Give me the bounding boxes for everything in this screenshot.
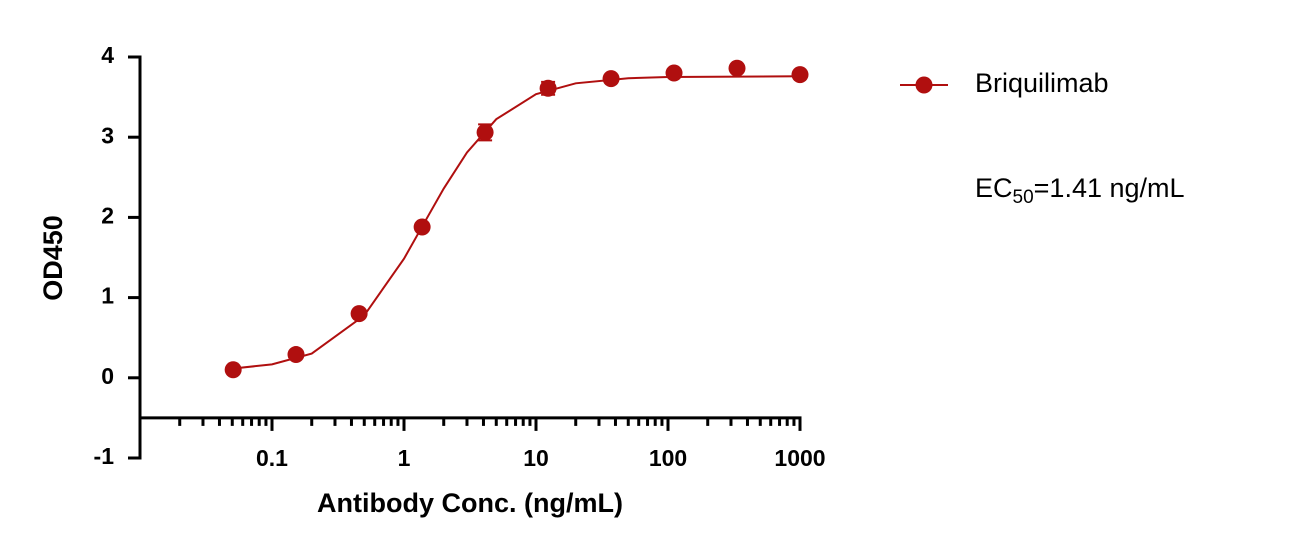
x-tick-label: 100 — [649, 445, 687, 471]
data-point — [539, 79, 557, 97]
x-tick-label: 0.1 — [256, 445, 288, 471]
annotation-subscript: 50 — [1013, 187, 1034, 208]
annotation-text: EC — [975, 173, 1013, 203]
y-tick-label: 3 — [101, 122, 114, 148]
y-tick-label: 4 — [101, 42, 114, 68]
y-tick-label: 1 — [101, 283, 114, 309]
data-point — [287, 346, 305, 364]
x-tick-label: 10 — [523, 445, 549, 471]
data-point — [791, 66, 809, 84]
data-point — [665, 64, 683, 82]
legend-marker — [915, 76, 933, 94]
data-point — [350, 305, 368, 323]
y-tick-label: -1 — [94, 443, 115, 469]
fit-curve — [232, 75, 801, 370]
x-axis-title: Antibody Conc. (ng/mL) — [317, 488, 623, 518]
data-point — [602, 70, 620, 88]
y-tick-label: 2 — [101, 202, 114, 228]
annotation: EC50=1.41 ng/mL — [975, 173, 1185, 208]
y-axis-title: OD450 — [38, 215, 68, 301]
data-point — [728, 59, 746, 77]
data-point — [413, 218, 431, 236]
annotation-suffix: =1.41 ng/mL — [1034, 173, 1185, 203]
data-point — [476, 123, 494, 141]
legend-label: Briquilimab — [975, 68, 1109, 98]
y-tick-label: 0 — [101, 363, 114, 389]
x-tick-label: 1000 — [774, 445, 825, 471]
x-tick-label: 1 — [398, 445, 411, 471]
data-point — [224, 361, 242, 379]
